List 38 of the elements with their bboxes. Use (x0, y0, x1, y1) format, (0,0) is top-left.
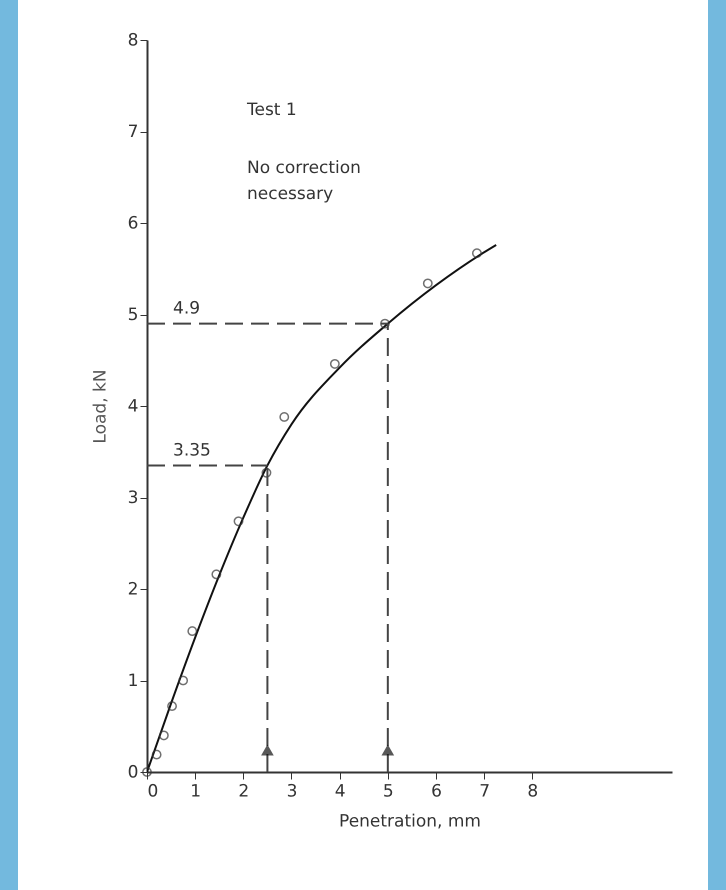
point (472, 248, 482, 258)
y-tick-label: 1 (128, 671, 138, 691)
point (422, 278, 433, 288)
x-tick-label: 8 (527, 782, 538, 802)
line-series (147, 244, 498, 772)
y-tick-label: 2 (128, 580, 138, 600)
point (279, 412, 290, 422)
x-tick-label: 2 (238, 782, 250, 802)
y-tick-label: 6 (128, 214, 138, 234)
point (178, 676, 188, 686)
point (211, 569, 222, 580)
point (262, 468, 272, 478)
x-tick-label: 5 (382, 782, 394, 802)
y-tick-label: 4 (128, 396, 138, 416)
y-tick-label: 5 (128, 305, 138, 325)
ref-line-label: 3.35 (173, 440, 211, 460)
y-tick-label: 0 (128, 762, 138, 782)
y-axis-title: Load, kN (90, 369, 111, 444)
point (158, 730, 169, 740)
x-tick-label: 3 (286, 782, 298, 802)
x-tick-label: 7 (479, 782, 490, 802)
point (234, 516, 244, 526)
ref-line-label: 4.9 (173, 298, 200, 319)
point (187, 626, 198, 636)
x-tick-label: 4 (334, 782, 346, 802)
annotation: Test 1 (246, 100, 297, 120)
point (152, 750, 162, 760)
annotation: No correction necessary (247, 158, 361, 204)
y-tick-label: 3 (128, 488, 138, 508)
point (167, 701, 177, 712)
x-tick-label: 6 (431, 782, 442, 802)
y-tick-label: 7 (128, 122, 138, 142)
x-axis-title: Penetration, mm (339, 812, 481, 832)
x-tick-label: 0 (148, 782, 158, 802)
point (380, 318, 390, 329)
x-tick-label: 1 (190, 782, 202, 802)
y-tick-label: 8 (128, 30, 138, 50)
point (330, 358, 340, 369)
